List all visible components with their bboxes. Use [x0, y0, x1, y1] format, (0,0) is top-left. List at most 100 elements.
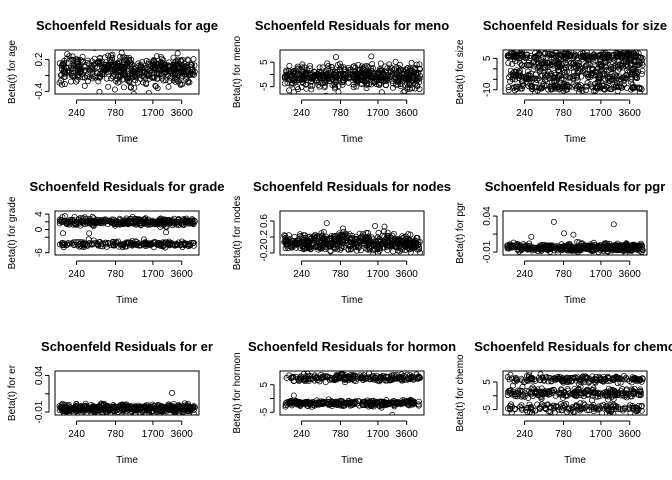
residual-point — [560, 87, 567, 94]
residual-point — [283, 69, 290, 76]
residual-point — [135, 60, 142, 67]
residual-point — [530, 66, 537, 73]
x-axis: 240 780 1700 3600 — [516, 99, 641, 119]
residual-point — [289, 69, 296, 75]
x-axis-label: Time — [341, 455, 363, 466]
residual-point — [120, 84, 127, 91]
residual-point — [110, 241, 117, 248]
residual-point — [585, 54, 592, 61]
residual-points — [56, 213, 198, 251]
residual-point — [312, 244, 319, 250]
x-tick-label: 240 — [293, 269, 310, 280]
plot-box — [502, 49, 648, 95]
residual-point — [323, 92, 329, 94]
y-axis-label: Beta(t) for age — [7, 40, 18, 104]
residual-point — [584, 79, 591, 86]
x-tick-label: 780 — [107, 108, 124, 119]
residual-point — [576, 387, 582, 394]
residual-point — [124, 218, 131, 225]
residual-point — [629, 84, 636, 91]
residual-point — [508, 409, 515, 415]
residual-point — [603, 53, 610, 60]
residual-point — [525, 372, 532, 379]
residual-point — [571, 385, 578, 392]
residual-point — [519, 383, 526, 390]
residual-point — [57, 77, 64, 84]
residual-point — [547, 83, 553, 90]
residual-points — [504, 50, 646, 94]
residual-point — [125, 71, 132, 78]
residual-point — [121, 57, 128, 63]
residual-point — [621, 246, 628, 253]
residual-point — [388, 234, 395, 241]
residual-point — [548, 61, 555, 68]
residual-point — [556, 60, 563, 66]
residual-point — [394, 399, 401, 405]
residual-point — [382, 373, 389, 380]
residual-point — [338, 398, 345, 405]
residual-point — [393, 238, 400, 245]
residual-point — [319, 373, 326, 380]
residual-point — [342, 67, 349, 74]
residual-point — [638, 57, 645, 64]
residual-point — [384, 229, 391, 236]
residual-point — [610, 396, 617, 403]
residual-point — [632, 404, 639, 411]
residual-point — [591, 375, 598, 382]
residual-point — [612, 403, 619, 410]
residual-point — [379, 241, 386, 248]
residual-point — [616, 375, 623, 382]
residual-point — [518, 402, 525, 409]
residual-point — [561, 230, 568, 237]
residual-point — [604, 403, 611, 410]
residual-point — [383, 82, 390, 89]
residual-point — [86, 230, 93, 237]
residual-point — [510, 239, 517, 246]
residual-point — [61, 81, 68, 88]
residual-point — [305, 245, 312, 252]
residual-point — [126, 406, 133, 413]
residual-point — [111, 86, 118, 93]
x-tick-label: 1700 — [590, 269, 613, 280]
residual-point — [131, 84, 138, 91]
residual-point — [543, 54, 550, 61]
residual-point — [92, 217, 98, 224]
residual-point — [537, 389, 544, 396]
residual-point — [573, 402, 580, 409]
x-tick-label: 3600 — [619, 269, 642, 280]
residual-point — [175, 402, 182, 409]
residual-point — [190, 56, 197, 63]
residual-point — [410, 374, 417, 380]
residual-point — [590, 385, 597, 392]
residual-point — [65, 240, 72, 247]
residual-point — [566, 405, 573, 412]
residual-point — [567, 60, 574, 66]
x-tick-label: 240 — [68, 429, 85, 440]
residual-point — [519, 51, 526, 57]
residual-point — [297, 231, 303, 238]
residual-point — [363, 239, 370, 246]
residual-point — [184, 56, 191, 63]
residual-point — [537, 65, 543, 72]
residual-point — [622, 58, 629, 65]
y-axis-label: Beta(t) for grade — [7, 196, 18, 269]
residual-point — [381, 71, 387, 78]
residual-point — [384, 65, 391, 72]
residual-point — [595, 61, 602, 68]
residual-point — [182, 62, 189, 69]
residual-point — [580, 68, 586, 74]
residual-point — [567, 409, 574, 415]
residual-point — [74, 59, 80, 66]
residual-point — [577, 53, 584, 60]
residual-point — [161, 70, 168, 77]
residual-point — [57, 241, 63, 248]
residual-point — [631, 390, 638, 397]
residual-point — [352, 64, 359, 71]
residual-point — [376, 378, 383, 385]
residual-point — [132, 74, 139, 81]
residual-point — [513, 54, 520, 61]
residual-point — [58, 406, 65, 412]
residual-point — [574, 73, 581, 80]
residual-point — [606, 245, 613, 252]
